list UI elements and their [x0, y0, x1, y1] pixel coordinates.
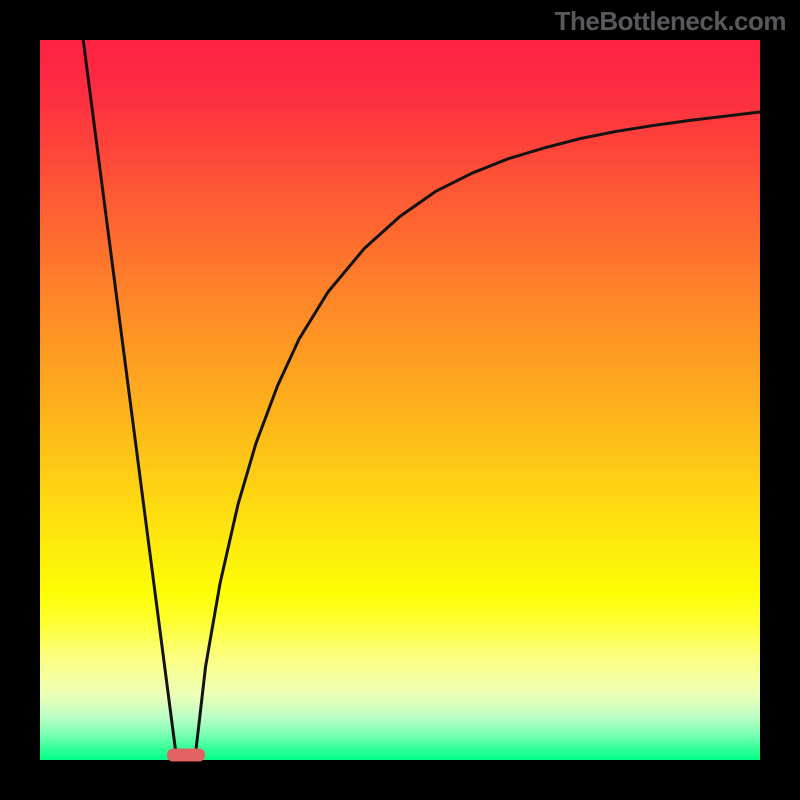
plot-area	[40, 40, 760, 760]
watermark-text: TheBottleneck.com	[555, 6, 786, 37]
gradient-background	[40, 40, 760, 760]
minimum-marker	[167, 748, 205, 761]
chart-root: TheBottleneck.com	[0, 0, 800, 800]
